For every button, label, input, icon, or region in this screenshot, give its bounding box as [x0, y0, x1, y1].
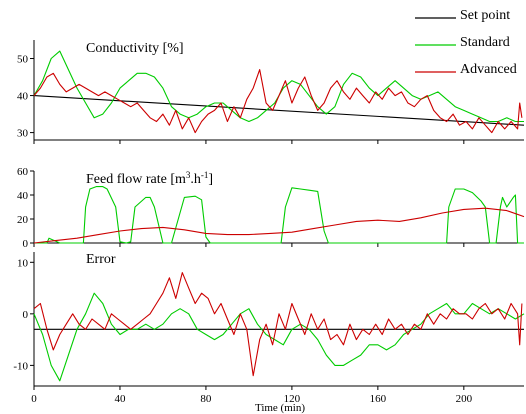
y-tick-label-feed-flow-rate: 0	[23, 238, 29, 250]
y-tick-label-feed-flow-rate: 40	[17, 190, 29, 202]
x-tick-label: 80	[200, 393, 212, 405]
y-tick-label-conductivity: 30	[17, 128, 29, 140]
y-tick-label-error: 10	[17, 257, 29, 269]
x-tick-label: 0	[31, 393, 37, 405]
series-advanced-error	[33, 272, 523, 377]
series-standard-feed-flow-rate	[34, 186, 524, 244]
series-standard-error	[33, 292, 525, 382]
panel-conductivity: Conductivity [%] 30 40 50	[17, 40, 525, 144]
y-tick-label-conductivity: 40	[17, 91, 29, 103]
panel-feed-flow-rate: Feed flow rate [m3.h-1] 0 20 40 60	[17, 166, 525, 250]
series-advanced-conductivity	[33, 69, 523, 134]
panel-error: Error -10 0 10 0 40 80 120 160 200	[13, 252, 525, 405]
panel-title-feed-flow-rate: Feed flow rate [m3.h-1]	[86, 170, 213, 187]
series-set-point-conductivity	[33, 95, 525, 126]
y-tick-label-conductivity: 50	[17, 54, 29, 66]
x-axis-label: Time (min)	[255, 402, 305, 414]
x-tick-label: 40	[114, 393, 126, 405]
legend: Set point Standard Advanced	[415, 8, 517, 77]
x-tick-label: 120	[284, 393, 301, 405]
y-tick-label-error: 0	[23, 309, 29, 321]
x-tick-label: 200	[456, 393, 473, 405]
legend-label-advanced: Advanced	[460, 62, 517, 77]
x-tick-label: 160	[370, 393, 387, 405]
panel-title-error: Error	[86, 252, 116, 267]
legend-label-standard: Standard	[460, 35, 510, 50]
legend-label-set-point: Set point	[460, 8, 510, 23]
y-tick-label-feed-flow-rate: 20	[17, 214, 29, 226]
series-advanced-feed-flow-rate	[33, 207, 525, 244]
y-tick-label-feed-flow-rate: 60	[17, 166, 29, 178]
panel-title-conductivity: Conductivity [%]	[86, 41, 184, 56]
y-tick-label-error: -10	[13, 360, 28, 372]
